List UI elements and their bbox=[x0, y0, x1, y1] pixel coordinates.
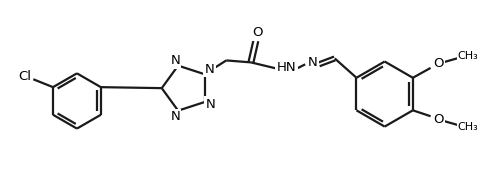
Text: N: N bbox=[205, 63, 214, 76]
Text: N: N bbox=[206, 98, 216, 111]
Text: N: N bbox=[170, 54, 180, 67]
Text: N: N bbox=[170, 110, 180, 123]
Text: CH₃: CH₃ bbox=[458, 51, 478, 61]
Text: Cl: Cl bbox=[18, 70, 31, 83]
Text: O: O bbox=[433, 113, 444, 126]
Text: N: N bbox=[308, 56, 318, 69]
Text: O: O bbox=[252, 26, 263, 39]
Text: HN: HN bbox=[277, 61, 296, 74]
Text: CH₃: CH₃ bbox=[458, 122, 478, 132]
Text: O: O bbox=[433, 57, 444, 71]
